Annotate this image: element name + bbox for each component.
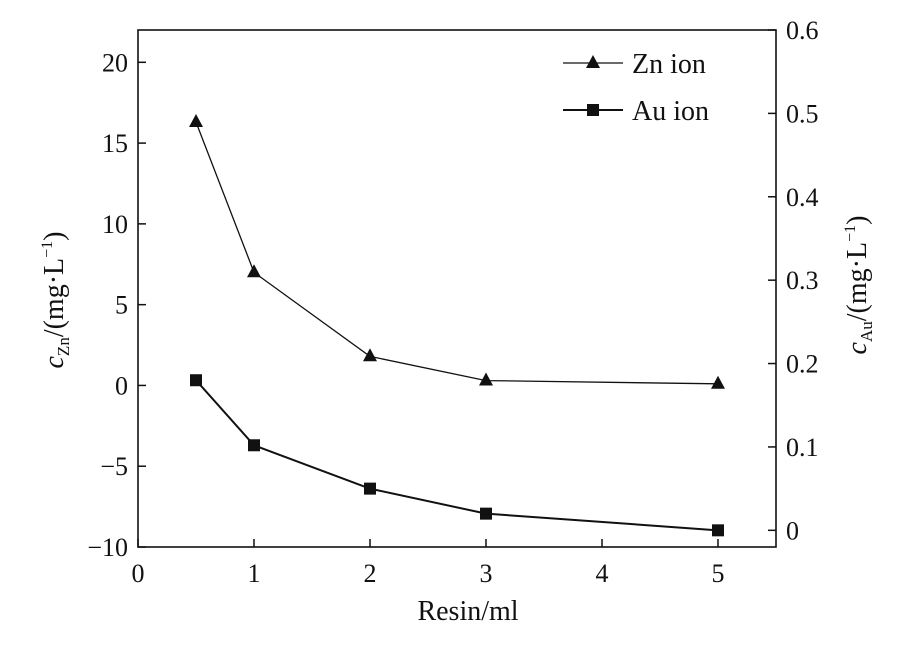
right-y-sub: Au [857,321,876,342]
right-y-axis-title: cAu/(mg·L−1) [842,216,876,355]
au-legend-marker [587,104,599,116]
au-data-point [248,439,260,452]
au-data-point [480,507,492,520]
x-tick-label: 2 [364,559,377,588]
right-y-tick-label: 0.3 [786,266,819,295]
left-y-tick-label: 10 [102,210,128,239]
left-y-tick-label: 20 [102,48,128,77]
x-tick-label: 5 [712,559,725,588]
left-y-close: ) [39,232,70,241]
left-y-tick-label: 0 [115,371,128,400]
series-layer [189,114,725,537]
zn-data-point [363,348,377,362]
x-tick-label: 0 [132,559,145,588]
au-data-point [190,374,202,387]
au-series-line [195,379,719,532]
x-axis: 0 1 2 3 4 5 [132,539,725,588]
left-y-sub: Zn [54,337,73,356]
x-tick-label: 3 [480,559,493,588]
zn-data-point [247,264,261,278]
right-y-axis: 0 0.1 0.2 0.3 0.4 0.5 0.6 [768,16,819,545]
left-y-tick-label: 15 [102,129,128,158]
left-y-tick-label: −5 [100,452,128,481]
left-y-axis-title: cZn/(mg·L−1) [39,232,73,369]
zn-data-point [479,372,493,386]
right-y-unit: /(mg·L [842,242,873,321]
right-y-tick-label: 0.2 [786,350,819,379]
zn-series-line [195,121,719,385]
left-y-var: c [39,356,70,369]
x-tick-label: 1 [248,559,261,588]
right-y-tick-label: 0 [786,516,799,545]
left-y-sup: −1 [39,241,56,258]
right-y-tick-label: 0.4 [786,183,819,212]
zn-data-point [189,114,203,128]
au-legend-label: Au ion [632,96,709,127]
zn-data-point [711,375,725,389]
left-y-tick-label: 5 [115,291,128,320]
zn-legend-marker [586,54,600,68]
right-y-tick-label: 0.5 [786,99,819,128]
left-y-unit: /(mg·L [39,258,70,337]
left-y-axis: −10 −5 0 5 10 15 20 [87,48,146,562]
right-y-close: ) [842,216,873,225]
x-axis-title: Resin/ml [417,596,518,627]
au-data-point [364,482,376,495]
plot-frame [137,29,777,548]
au-data-point [712,524,724,537]
right-y-var: c [842,341,873,354]
x-tick-label: 4 [596,559,609,588]
right-y-tick-label: 0.1 [786,433,819,462]
legend: Zn ion Au ion [563,49,709,127]
right-y-sup: −1 [842,225,859,242]
right-y-tick-label: 0.6 [786,16,819,45]
zn-legend-label: Zn ion [632,49,706,80]
left-y-tick-label: −10 [87,533,128,562]
